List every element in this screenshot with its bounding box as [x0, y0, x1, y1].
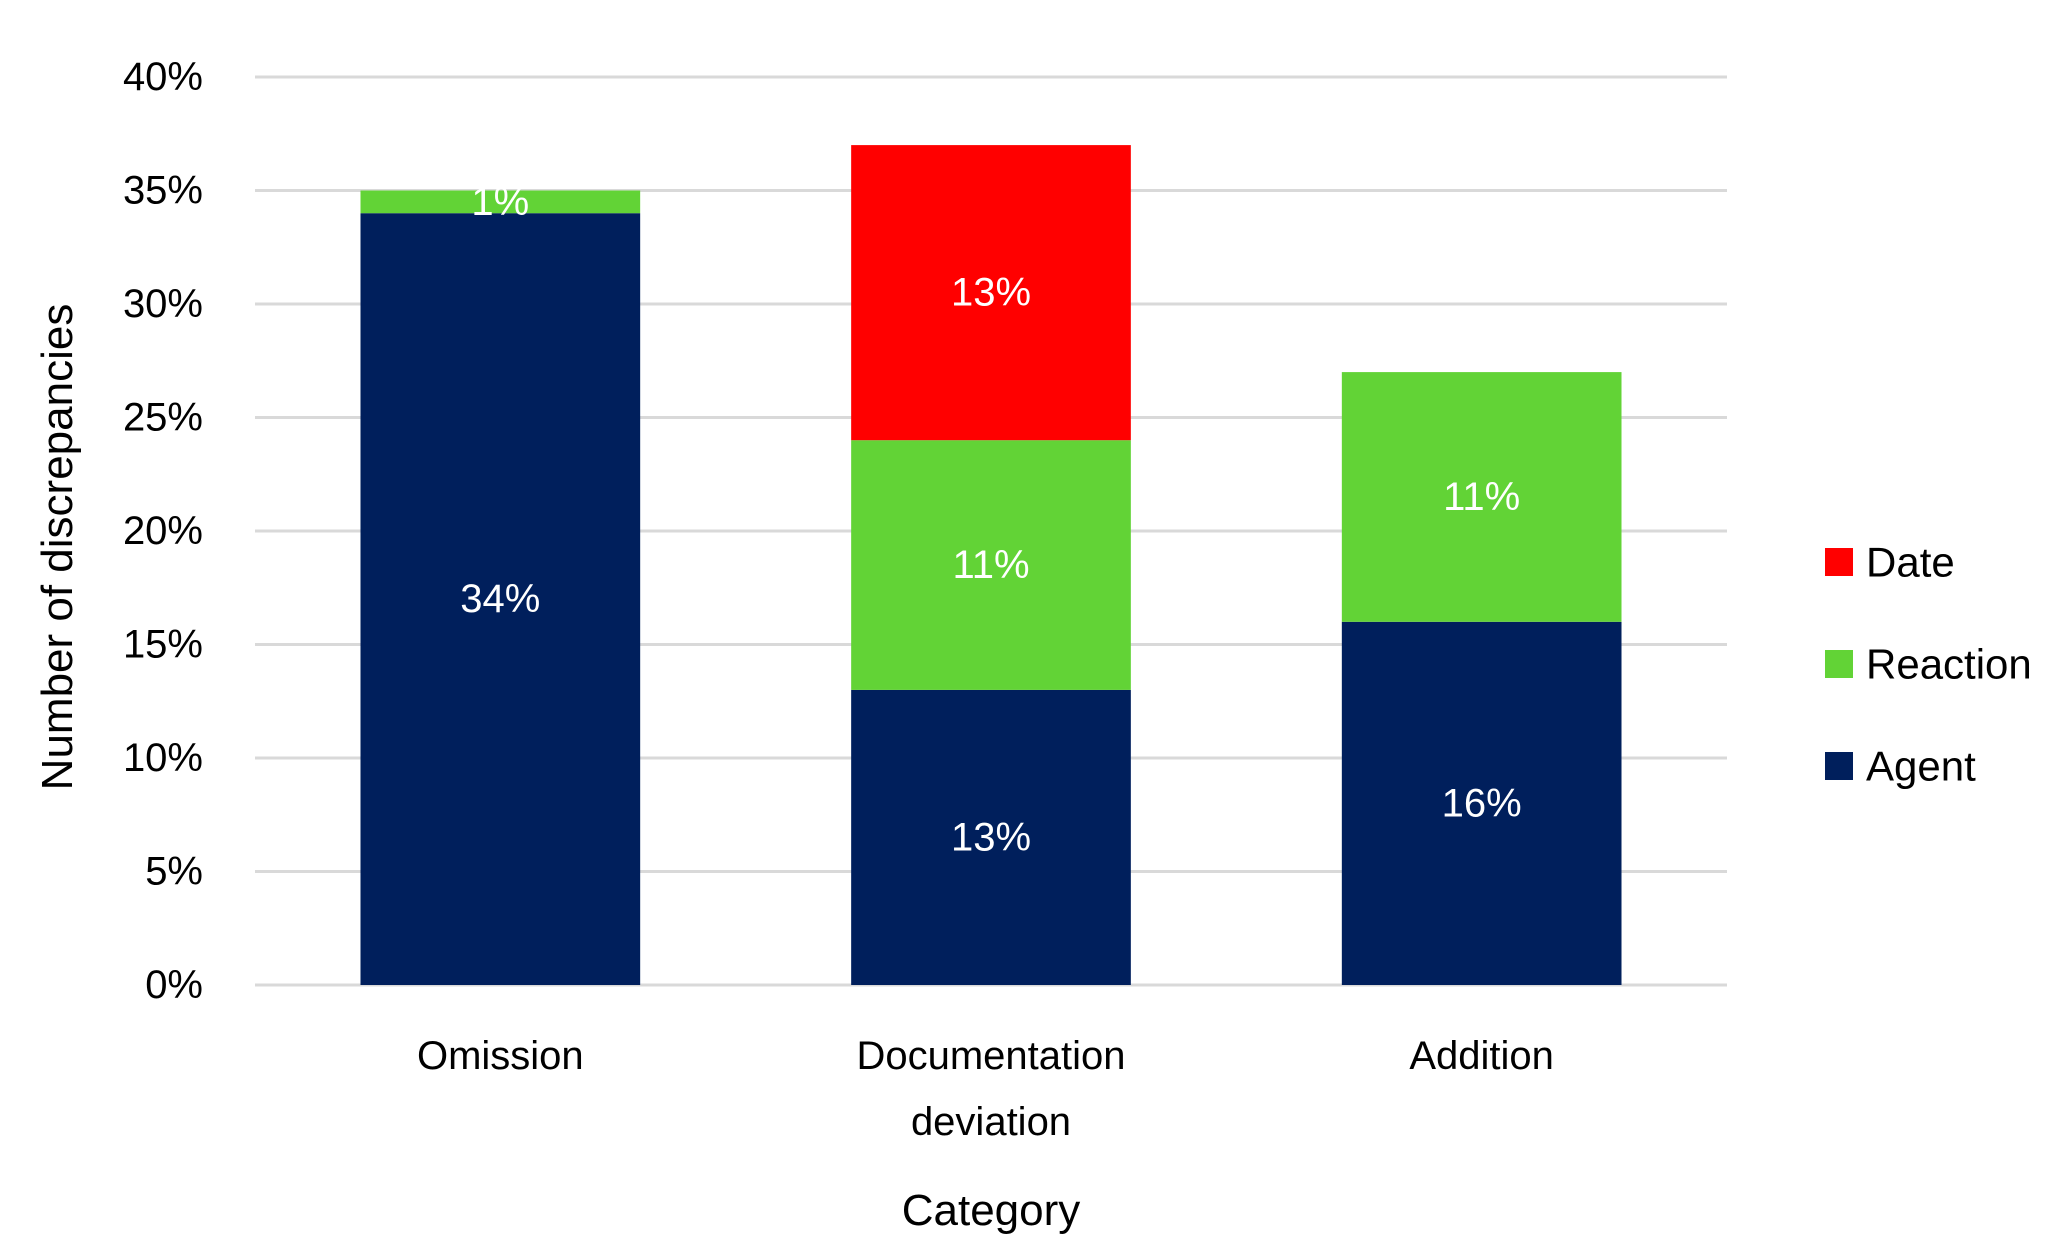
y-tick-label: 5%	[145, 850, 203, 894]
x-axis-ticks: Omission Documentation deviation Addition	[417, 1034, 1554, 1144]
y-tick-label: 0%	[145, 963, 203, 1007]
y-axis-ticks: 0% 5% 10% 15% 20% 25% 30% 35% 40%	[123, 55, 203, 1007]
y-tick-label: 20%	[123, 509, 203, 553]
bar-segment-reaction	[1341, 372, 1622, 622]
bar-segment-date	[851, 145, 1131, 441]
x-axis-title: Category	[902, 1186, 1081, 1235]
data-label: 13%	[951, 271, 1031, 315]
bar-segment-agent	[1341, 621, 1622, 985]
legend-label: Reaction	[1866, 641, 2032, 688]
x-tick-label: Omission	[417, 1034, 584, 1078]
bar-segment-agent	[851, 689, 1131, 985]
y-tick-label: 10%	[123, 736, 203, 780]
legend-label: Date	[1866, 539, 1955, 586]
bars: 34% 1% 13% 11% 13% 16% 11%	[360, 145, 1622, 985]
y-tick-label: 35%	[123, 169, 203, 213]
x-tick-label: Addition	[1409, 1034, 1554, 1078]
data-label: 1%	[471, 180, 529, 224]
y-tick-label: 15%	[123, 623, 203, 667]
legend-swatch-reaction	[1825, 650, 1853, 678]
data-label: 11%	[1443, 475, 1520, 519]
bar-segment-reaction	[360, 190, 641, 214]
y-tick-label: 40%	[123, 55, 203, 99]
data-label: 13%	[951, 815, 1031, 859]
y-tick-label: 30%	[123, 282, 203, 326]
bar-segment-agent	[360, 213, 641, 985]
bar-segment-reaction	[851, 440, 1131, 690]
data-label: 11%	[952, 543, 1029, 587]
y-tick-label: 25%	[123, 396, 203, 440]
legend-label: Agent	[1866, 743, 1976, 790]
y-axis-title: Number of discrepancies	[33, 304, 82, 791]
legend: Date Reaction Agent	[1825, 539, 2032, 790]
legend-swatch-date	[1825, 548, 1853, 576]
x-tick-label: Documentation	[856, 1034, 1125, 1078]
x-tick-label: deviation	[911, 1100, 1071, 1144]
data-label: 16%	[1442, 781, 1522, 825]
legend-swatch-agent	[1825, 752, 1853, 780]
data-label: 34%	[460, 577, 540, 621]
